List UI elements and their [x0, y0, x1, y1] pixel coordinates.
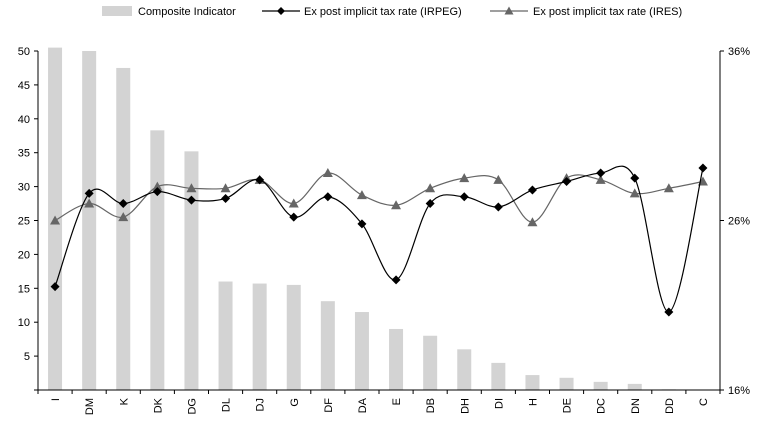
y-left-tick-label-15: 15 [18, 283, 30, 295]
x-tick-label-da: DA [357, 397, 369, 413]
y-left-tick-label-45: 45 [18, 80, 30, 92]
point-irpeg-dh [460, 192, 469, 201]
x-tick-label-de: DE [562, 398, 574, 413]
bar-di [491, 363, 505, 390]
bar-da [355, 312, 369, 390]
x-tick-label-h: H [527, 398, 539, 406]
point-irpeg-dn [630, 174, 639, 183]
bar-dm [82, 51, 96, 390]
y-right-tick-label-16pct: 16% [728, 385, 750, 397]
point-irpeg-de [562, 177, 571, 186]
bar-k [116, 68, 130, 390]
bar-dj [253, 284, 267, 390]
y-left-tick-label-40: 40 [18, 114, 30, 126]
point-irpeg-df [323, 192, 332, 201]
y-left-tick-label-5: 5 [24, 351, 30, 363]
bar-dn [628, 384, 642, 390]
x-tick-label-dh: DH [459, 398, 471, 414]
bar-dh [457, 349, 471, 390]
bar-dk [150, 130, 164, 390]
y-left-tick-label-30: 30 [18, 182, 30, 194]
bar-e [389, 329, 403, 390]
legend-marker-irpeg [277, 7, 285, 15]
x-tick-label-dj: DJ [255, 398, 267, 411]
legend-label-composite-indicator: Composite Indicator [138, 6, 236, 18]
point-irpeg-dc [596, 169, 605, 178]
bar-g [287, 285, 301, 390]
x-tick-label-i: I [50, 398, 62, 401]
x-tick-label-k: K [118, 397, 130, 405]
x-tick-label-dd: DD [664, 398, 676, 414]
x-tick-label-dc: DC [596, 398, 608, 414]
y-left-tick-label-35: 35 [18, 148, 30, 160]
point-irpeg-c [698, 163, 707, 172]
point-irpeg-h [528, 185, 537, 194]
x-tick-label-di: DI [493, 398, 505, 409]
bar-df [321, 301, 335, 390]
y-left-tick-label-20: 20 [18, 249, 30, 261]
y-left-tick-label-50: 50 [18, 46, 30, 58]
bar-db [423, 336, 437, 390]
legend-label-ires: Ex post implicit tax rate (IRES) [533, 6, 682, 18]
x-tick-label-dn: DN [630, 398, 642, 414]
y-right-tick-label-26pct: 26% [728, 216, 750, 228]
x-tick-label-e: E [391, 398, 403, 405]
legend-label-irpeg: Ex post implicit tax rate (IRPEG) [304, 6, 462, 18]
point-ires-da [357, 190, 367, 199]
legend: Composite Indicator Ex post implicit tax… [102, 6, 682, 18]
y-left-tick-label-10: 10 [18, 317, 30, 329]
point-ires-db [425, 183, 435, 192]
x-tick-label-dk: DK [152, 397, 164, 413]
x-tick-label-dg: DG [186, 398, 198, 415]
x-tick-label-dl: DL [221, 398, 233, 412]
bar-de [560, 378, 574, 390]
x-tick-label-df: DF [323, 398, 335, 413]
point-ires-di [493, 175, 503, 184]
bar-dl [219, 282, 233, 390]
legend-swatch-composite-indicator [102, 6, 132, 16]
point-ires-df [323, 168, 333, 177]
x-tick-label-c: C [698, 398, 710, 406]
x-tick-label-db: DB [425, 398, 437, 413]
bar-dc [594, 382, 608, 390]
plot-area: 5 10 15 20 25 30 35 40 45 50 16% 26% 36% I DM K DK DG DL DJ… [18, 46, 750, 415]
point-irpeg-di [494, 202, 503, 211]
bar-h [525, 375, 539, 390]
point-irpeg-g [289, 213, 298, 222]
y-left-tick-label-25: 25 [18, 216, 30, 228]
y-right-tick-label-36pct: 36% [728, 46, 750, 58]
x-tick-label-dm: DM [84, 398, 96, 415]
x-tick-label-g: G [289, 398, 301, 407]
point-irpeg-dl [221, 194, 230, 203]
